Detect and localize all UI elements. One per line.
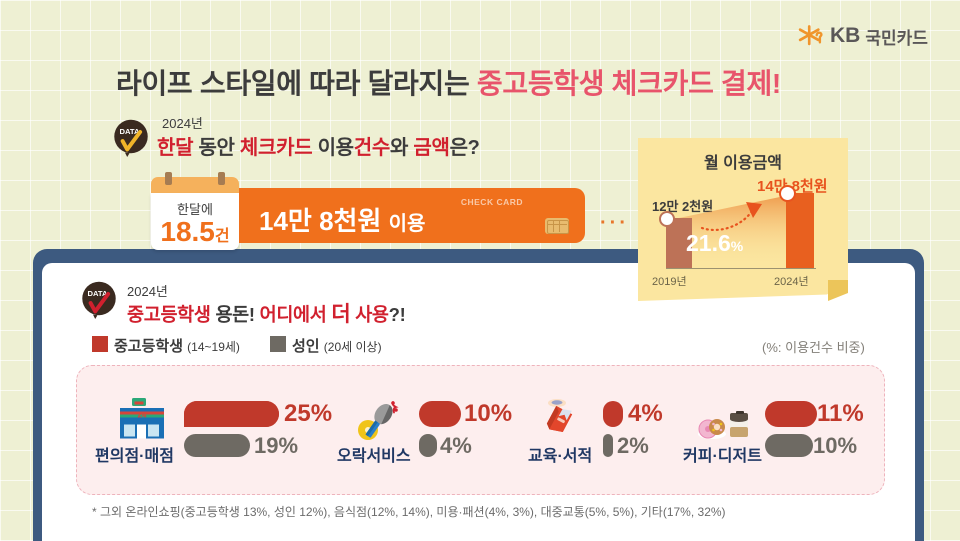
svg-text:24: 24 [138, 411, 147, 420]
